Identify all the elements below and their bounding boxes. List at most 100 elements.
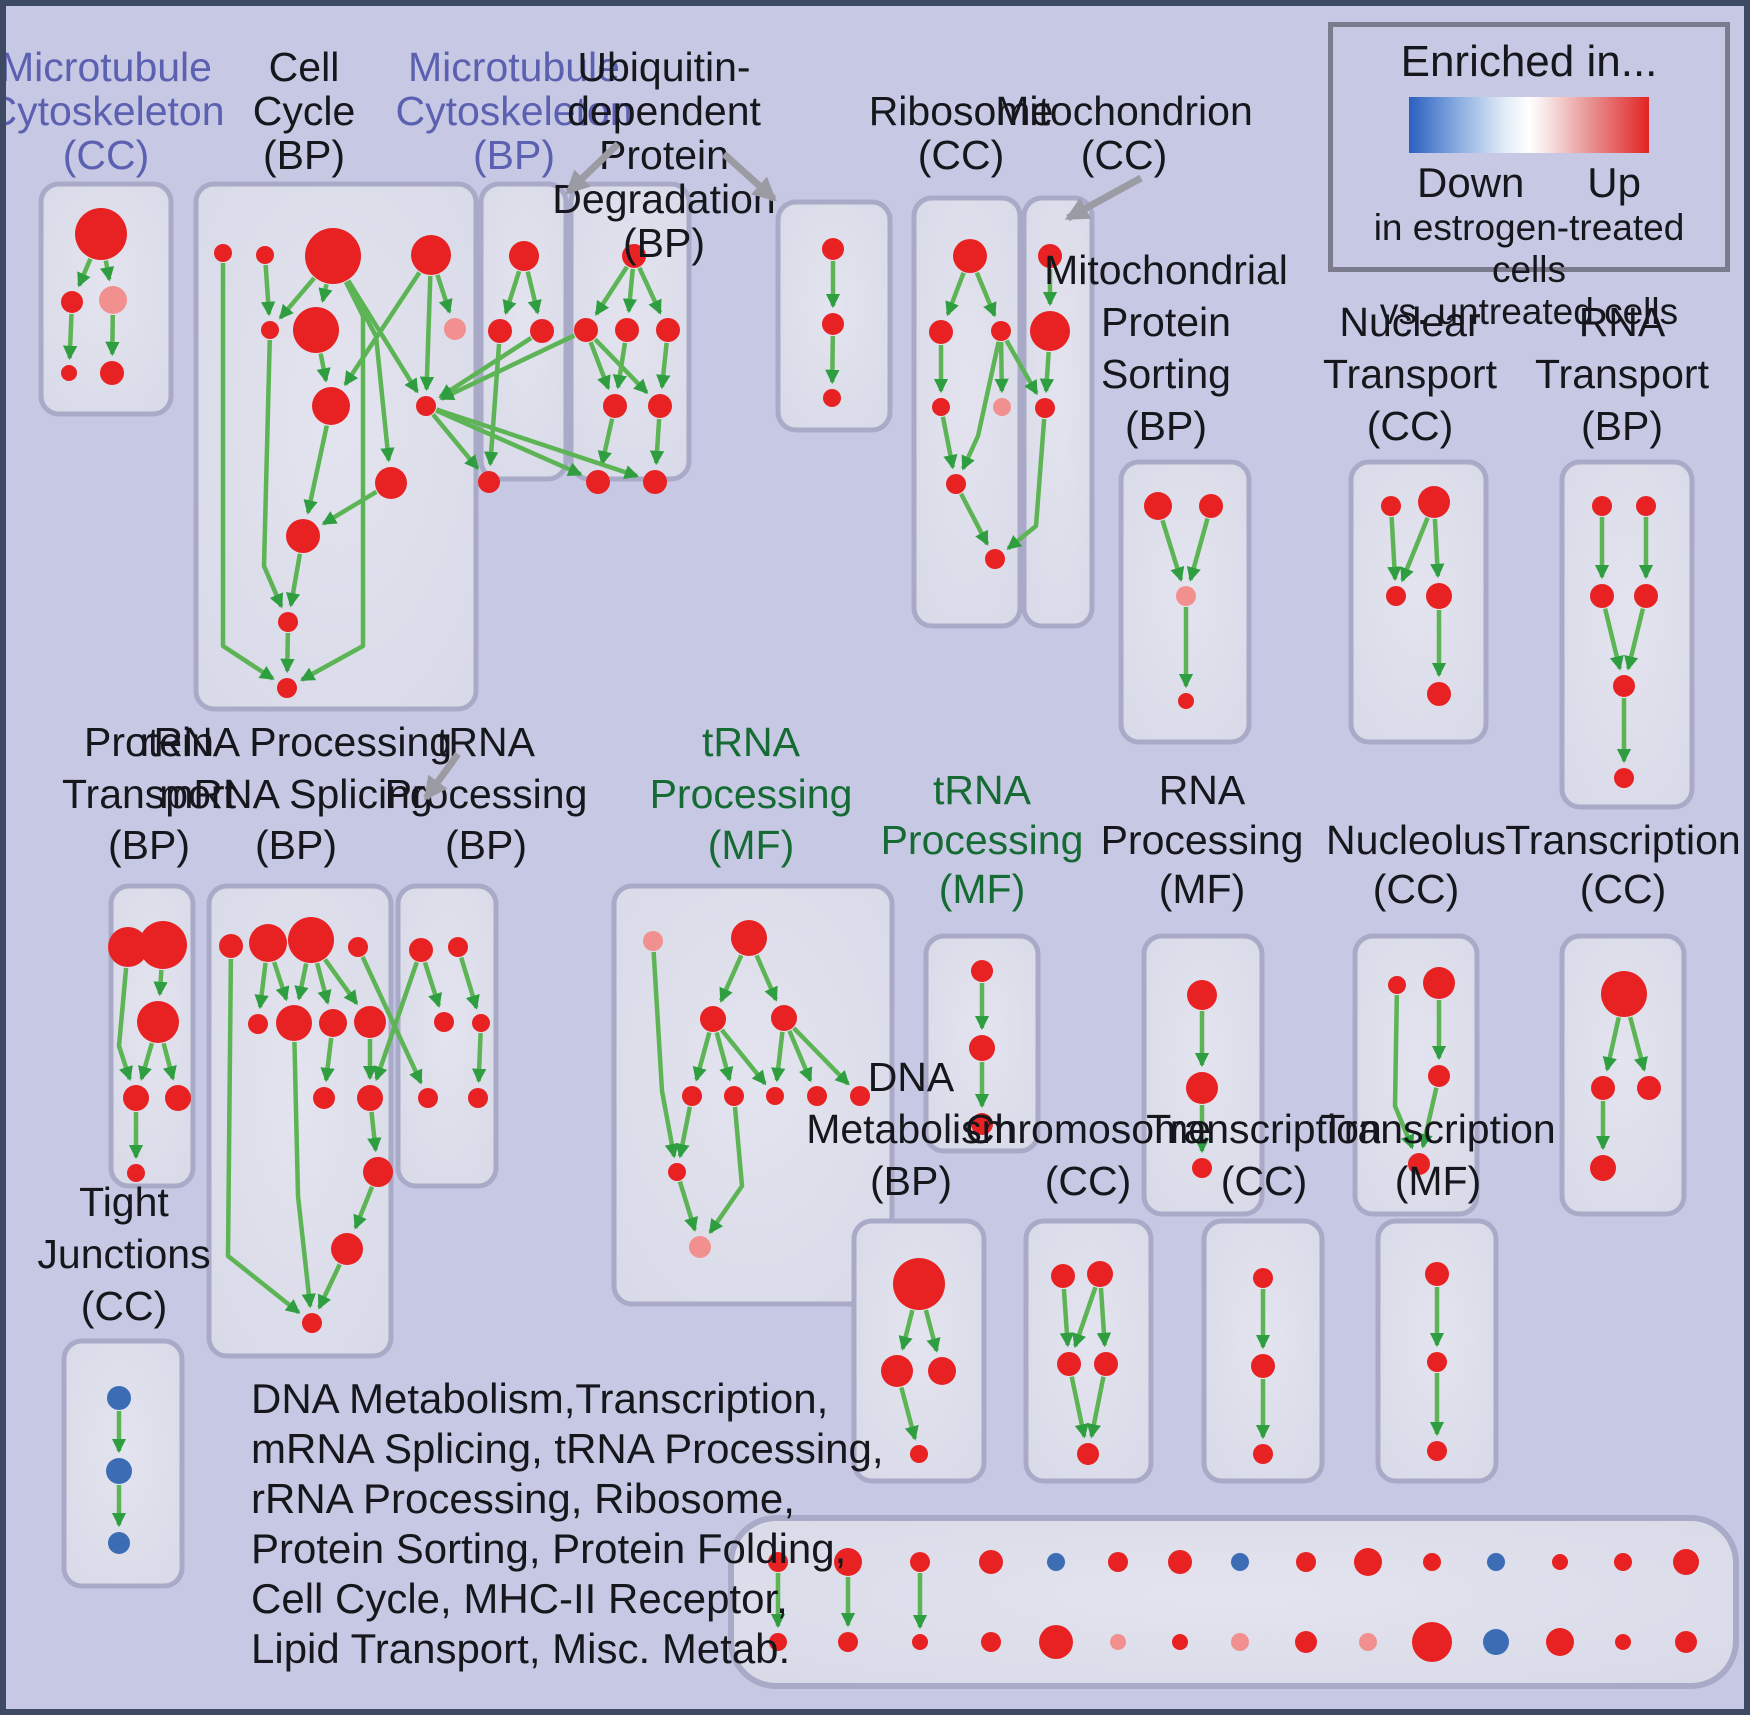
mito-protein-sorting-label: Protein — [1101, 299, 1231, 345]
misc-line: Lipid Transport, Misc. Metab. — [251, 1625, 791, 1672]
transcription-cc-row2-box — [1559, 933, 1687, 1217]
edge — [714, 1031, 734, 1082]
summary-node-bottom-2 — [838, 1632, 858, 1652]
rrna-mrna-node-q10 — [357, 1085, 383, 1111]
protein-transport-node-p2 — [139, 921, 187, 969]
transcription-cc-row3-label: Transcription — [1146, 1106, 1381, 1152]
chromosome-node-k2 — [1087, 1261, 1113, 1287]
tight-junctions-node-b2 — [106, 1458, 132, 1484]
edge — [588, 341, 611, 391]
summary-node-bottom-14 — [1615, 1634, 1631, 1650]
tight-junctions-label: Tight — [79, 1179, 169, 1225]
cell-cycle-label: Cell — [269, 44, 340, 90]
legend-box: Enriched in... Down Up in estrogen-treat… — [1328, 22, 1730, 332]
edge — [373, 961, 419, 1082]
edge — [471, 1032, 487, 1084]
ubiquitin-1-node-umc — [615, 318, 639, 342]
mito-protein-sorting-node-s1 — [1144, 492, 1172, 520]
summary-node-bottom-1 — [769, 1633, 787, 1651]
nodes-layer — [61, 208, 1699, 1662]
edge — [285, 553, 303, 608]
edge — [940, 416, 958, 470]
transcription-mf-node-f3 — [1427, 1441, 1447, 1461]
trna-bp-node-u4 — [434, 1012, 454, 1032]
edge — [1624, 608, 1646, 671]
mito-protein-sorting-node-s2 — [1199, 494, 1223, 518]
misc-line: DNA Metabolism,Transcription, — [251, 1375, 829, 1422]
summary-node-bottom-5 — [1039, 1625, 1073, 1659]
rrna-mrna-node-q13 — [302, 1313, 322, 1333]
ubiquitin-1-node-ul2 — [648, 394, 672, 418]
nucleolus-node-y2 — [1423, 967, 1455, 999]
ribosome-node-r4 — [932, 398, 950, 416]
nucleolus-label: Nucleolus — [1326, 817, 1506, 863]
nuclear-transport-label: Transport — [1323, 351, 1498, 397]
tight-junctions-label: (CC) — [81, 1283, 168, 1329]
nuclear-transport-box — [1348, 459, 1489, 745]
edge — [439, 333, 576, 401]
trna-bp-label: Processing — [385, 771, 588, 817]
transcription-cc-row2-node-x3 — [1637, 1076, 1661, 1100]
transcription-cc-row3-node-e2 — [1251, 1354, 1275, 1378]
edge — [105, 314, 120, 357]
edge — [1086, 1376, 1106, 1439]
cell-cycle-node-c5 — [261, 321, 279, 339]
edge — [525, 271, 542, 315]
summary-node-top-7 — [1168, 1550, 1192, 1574]
edge — [318, 283, 333, 303]
mitochondrion-node-mz — [1035, 398, 1055, 418]
cell-cycle-node-c12 — [278, 612, 298, 632]
nuclear-transport-node-n4 — [1426, 583, 1452, 609]
nucleolus-label: (CC) — [1373, 866, 1460, 912]
edge — [261, 339, 284, 609]
mt-cc-node-a5 — [100, 361, 124, 385]
edge — [792, 1026, 850, 1086]
edge — [320, 1037, 335, 1083]
rrna-mrna-node-q2 — [249, 924, 287, 962]
trna-mf-2-label: Processing — [881, 817, 1084, 863]
label-pointer-arrow-icon — [1064, 174, 1143, 222]
edge — [994, 341, 1009, 394]
chromosome-label: (CC) — [1045, 1158, 1132, 1204]
ubiquitin-1-node-uml — [574, 318, 598, 342]
edge — [321, 489, 378, 526]
edge — [317, 1263, 342, 1310]
edge — [974, 271, 997, 318]
mt-bp-node-m3 — [530, 319, 554, 343]
summary-node-top-11 — [1423, 1553, 1441, 1571]
nuclear-transport-node-n1 — [1381, 496, 1401, 516]
edge — [1392, 994, 1415, 1150]
edge — [720, 1028, 767, 1086]
mt-cc-label: Cytoskeleton — [6, 88, 225, 134]
rna-transport-node-t2 — [1636, 496, 1656, 516]
edge — [292, 1041, 316, 1309]
ubiquitin-1-label: (BP) — [623, 220, 705, 266]
rna-transport-label: Transport — [1535, 351, 1710, 397]
edge — [484, 343, 502, 467]
rna-processing-mf-node-z3 — [1192, 1158, 1212, 1178]
edge — [62, 313, 78, 361]
edge — [651, 951, 679, 1159]
edge — [435, 407, 640, 479]
edge — [419, 275, 435, 392]
rrna-mrna-node-q8 — [354, 1006, 386, 1038]
ubiquitin-1-node-ul1 — [603, 394, 627, 418]
mt-bp-box — [478, 181, 569, 482]
cell-cycle-node-c8 — [312, 387, 350, 425]
protein-transport-label: (BP) — [108, 822, 190, 868]
ubiquitin-1-node-u1 — [622, 244, 646, 268]
trna-mf-2-node-w3 — [971, 1113, 993, 1135]
edge — [945, 272, 966, 317]
cell-cycle-node-c11 — [286, 519, 320, 553]
legend-title: Enriched in... — [1400, 37, 1658, 86]
summary-node-top-6 — [1108, 1552, 1128, 1572]
edge — [1627, 1016, 1648, 1072]
summary-node-bottom-12 — [1483, 1629, 1509, 1655]
ubiquitin-1-label: Protein — [599, 132, 729, 178]
transcription-mf-node-f1 — [1425, 1262, 1449, 1286]
cell-cycle-node-c2 — [256, 246, 274, 264]
cell-cycle-node-c9 — [416, 396, 436, 416]
legend-gradient-bar — [1409, 97, 1649, 153]
rrna-mrna-node-q6 — [276, 1005, 312, 1041]
trna-mf-2-label: (MF) — [939, 866, 1026, 912]
